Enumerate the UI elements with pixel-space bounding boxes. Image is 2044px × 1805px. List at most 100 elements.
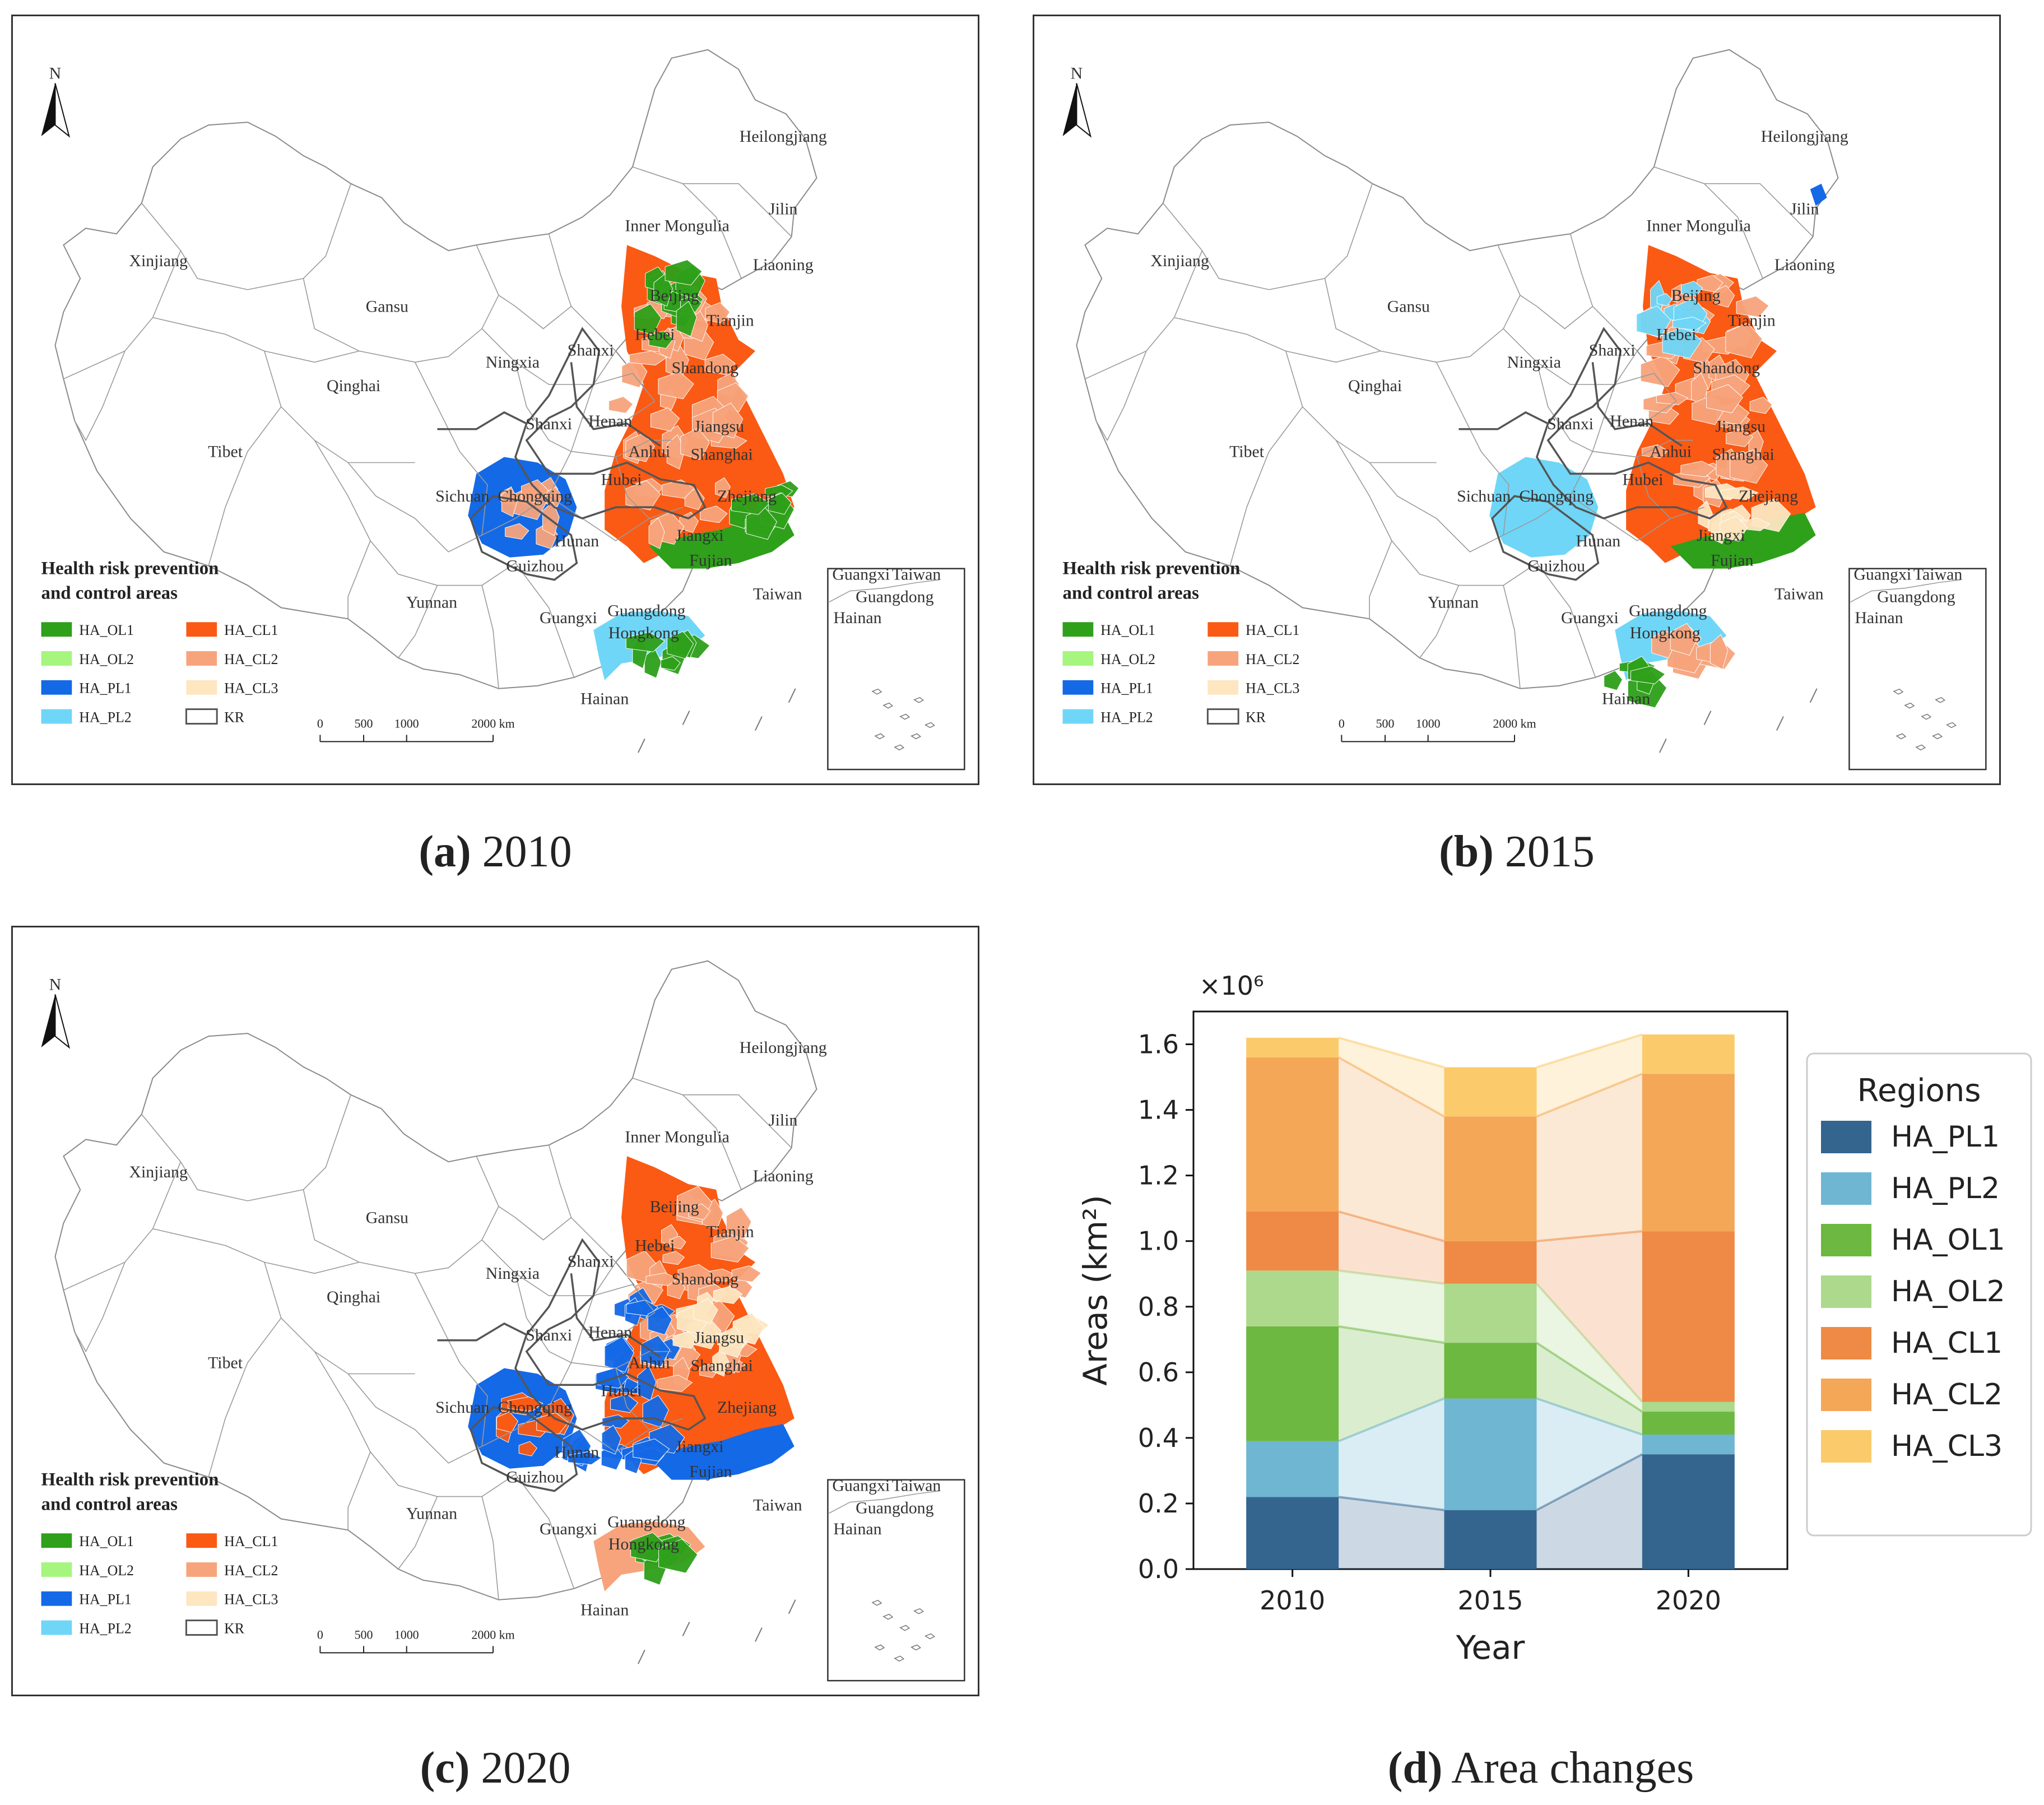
legend-label: HA_OL2 xyxy=(1891,1275,2005,1308)
scale-label: 2000 km xyxy=(1493,716,1536,730)
north-label: N xyxy=(49,976,62,994)
inset-coastline xyxy=(829,579,940,603)
legend-label: HA_PL2 xyxy=(79,709,131,725)
legend-swatch-ha_ol2 xyxy=(41,1562,72,1577)
province-label: Hainan xyxy=(580,1601,629,1620)
legend-swatch-ha_ol1 xyxy=(1062,622,1094,637)
province-label: Taiwan xyxy=(753,1496,802,1514)
caption-text: 2010 xyxy=(471,827,572,876)
x-tick-label: 2010 xyxy=(1260,1585,1325,1616)
province-boundary xyxy=(481,585,499,689)
bar-ha_pl2-2020 xyxy=(1642,1435,1735,1455)
risk-patch-ha_cl3 xyxy=(1720,516,1748,542)
risk-area-ha_pl1 xyxy=(649,1424,795,1480)
risk-patch-ha_pl1 xyxy=(601,1424,621,1455)
north-arrow-icon xyxy=(1062,83,1077,137)
inset-label: Guangxi xyxy=(1853,565,1911,584)
risk-patch-ha_cl2 xyxy=(704,354,736,375)
province-label: Jiangxi xyxy=(675,526,723,545)
risk-patch-ha_cl2 xyxy=(505,523,529,540)
legend-label: HA_OL1 xyxy=(79,622,134,638)
scale-label: 2000 km xyxy=(471,716,514,730)
risk-patch-ha_ol1 xyxy=(665,259,703,286)
province-boundary xyxy=(1592,439,1693,458)
dash-line xyxy=(1809,688,1818,703)
risk-patch-ha_cl2 xyxy=(680,427,710,460)
island-icon xyxy=(924,1633,935,1640)
legend-swatch-ha_cl2 xyxy=(186,1562,217,1577)
province-label: Anhui xyxy=(1650,443,1692,461)
dash-line xyxy=(637,738,645,753)
province-label: Guizhou xyxy=(1527,557,1585,576)
province-label: Yunnan xyxy=(406,1504,457,1523)
inset-label: Guangdong xyxy=(856,1498,933,1517)
province-label: Anhui xyxy=(628,1354,670,1372)
dash-line xyxy=(788,688,796,703)
caption-b: (b) 2015 xyxy=(1033,827,2001,878)
legend-label: HA_OL1 xyxy=(79,1533,134,1549)
province-label: Xinjiang xyxy=(1150,252,1209,270)
province-label: Liaoning xyxy=(1774,256,1835,274)
flow-band-ha_pl1 xyxy=(1339,1497,1444,1569)
province-label: Inner Mongulia xyxy=(1646,216,1751,235)
flow-line xyxy=(1536,1283,1643,1403)
province-boundary xyxy=(1503,585,1521,689)
bar-ha_pl1-2015 xyxy=(1444,1510,1537,1569)
legend-swatch-ha_cl3 xyxy=(1821,1430,1871,1463)
province-label: Fujian xyxy=(689,551,732,570)
kr-boundary xyxy=(1491,495,1600,581)
island-icon xyxy=(910,733,922,740)
province-boundary xyxy=(1095,351,1147,442)
legend-label: HA_CL1 xyxy=(1246,622,1299,638)
risk-patch-ha_cl2 xyxy=(501,486,518,517)
legend-label: HA_OL2 xyxy=(79,1562,134,1579)
risk-area-ha_pl1 xyxy=(1810,183,1827,206)
y-tick-label: 1.0 xyxy=(1138,1226,1179,1256)
risk-patch-ha_cl2 xyxy=(731,1265,762,1283)
risk-patch-ha_pl1 xyxy=(610,1394,639,1413)
province-label: Sichuan xyxy=(1457,487,1511,505)
dash-line xyxy=(788,1599,796,1614)
legend-swatch-ha_cl2 xyxy=(186,651,217,666)
legend-swatch-kr xyxy=(185,1620,218,1636)
province-boundary xyxy=(1369,540,1392,619)
province-boundary xyxy=(481,1239,594,1296)
province-label: Zhejiang xyxy=(717,1398,777,1417)
x-tick-label: 2020 xyxy=(1656,1585,1721,1616)
province-label: Shandong xyxy=(1693,359,1760,377)
flow-band-ha_cl3 xyxy=(1536,1034,1642,1117)
province-boundary xyxy=(515,1273,572,1363)
island-icon xyxy=(1921,713,1932,720)
flow-line xyxy=(1536,1230,1643,1242)
legend-swatch-ha_pl2 xyxy=(41,1620,72,1635)
risk-patch-ha_cl2 xyxy=(658,371,694,400)
y-tick-label: 0.2 xyxy=(1138,1488,1179,1519)
province-label: Inner Mongulia xyxy=(625,1127,730,1146)
risk-patch-ha_cl2 xyxy=(684,488,705,511)
legend-label: HA_CL2 xyxy=(224,651,278,667)
province-label: Hongkong xyxy=(608,1535,679,1553)
bar-ha_pl1-2010 xyxy=(1246,1497,1339,1569)
risk-patch-ha_ol1 xyxy=(634,303,662,336)
north-arrow-icon xyxy=(1076,83,1092,138)
legend-swatch-ha_pl1 xyxy=(41,680,72,695)
bar-ha_pl2-2010 xyxy=(1246,1441,1339,1497)
caption-letter: (b) xyxy=(1439,827,1494,876)
x-axis-label: Year xyxy=(1456,1628,1525,1667)
province-label: Heilongjiang xyxy=(740,1038,827,1057)
province-boundary xyxy=(1085,250,1203,379)
risk-patch-ha_cl2 xyxy=(715,477,731,498)
legend-label: HA_PL2 xyxy=(79,1620,131,1636)
scale-bar xyxy=(319,735,494,743)
province-label: Beijing xyxy=(650,286,699,305)
risk-patch-ha_cl3 xyxy=(672,1331,699,1349)
province-boundary xyxy=(481,328,594,385)
flow-line xyxy=(1338,1397,1445,1442)
risk-patch-ha_ol1 xyxy=(1630,666,1666,684)
legend-label: HA_CL3 xyxy=(1891,1430,2003,1463)
province-boundary xyxy=(548,1261,616,1408)
north-label: N xyxy=(49,64,62,83)
province-boundary xyxy=(1503,328,1615,385)
y-tick-label: 0.0 xyxy=(1138,1554,1179,1584)
legend-swatch-ha_cl3 xyxy=(186,680,217,695)
